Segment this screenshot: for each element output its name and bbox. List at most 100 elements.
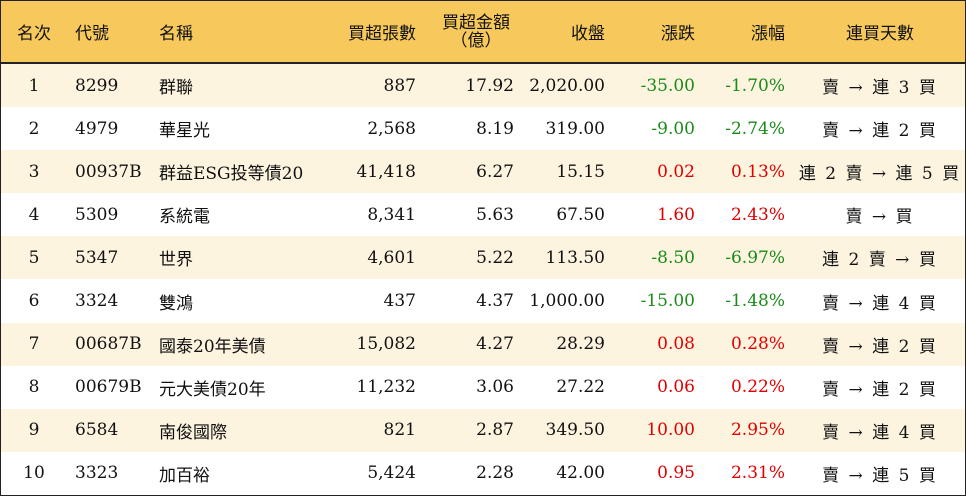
rank-cell: 7 [28,334,40,355]
change-cell: 0.02 [657,161,695,182]
buy-streak-cell: 賣 → 連 2 買 [822,336,938,357]
change-cell: 0.06 [657,377,695,398]
net-buy-volume-cell: 11,232 [356,377,416,398]
code-cell: 4979 [75,118,119,139]
table-row: 1 8299 群聯 887 17.92 2,020.00 -35.00 -1.70% 賣 → 連… [1,64,965,108]
buy-streak-cell: 賣 → 連 2 買 [822,379,938,400]
code-cell: 8299 [75,75,119,96]
rank-cell: 5 [28,247,40,268]
table-row: 5 5347 世界 4,601 5.22 113.50 -8.50 -6.97% 連 2 賣 →… [1,236,965,280]
buy-streak-cell: 賣 → 連 4 買 [822,293,938,314]
net-buy-amount-cell: 4.27 [476,334,514,355]
name-cell: 雙鴻 [159,293,193,314]
name-cell: 國泰20年美債 [159,336,266,357]
change-percent-cell: -6.97% [725,247,785,268]
change-percent-cell: 2.31% [730,463,785,484]
change-cell: 0.08 [657,334,695,355]
header-change: 漲跌 [661,24,695,44]
close-price-cell: 67.50 [556,204,605,225]
name-cell: 系統電 [159,207,210,228]
close-price-cell: 27.22 [556,377,605,398]
net-buy-volume-cell: 437 [383,291,416,312]
rank-cell: 6 [28,291,40,312]
change-percent-cell: 0.13% [730,161,785,182]
rank-cell: 9 [28,420,40,441]
code-cell: 5309 [75,204,119,225]
code-cell: 5347 [75,247,119,268]
header-change-percent: 漲幅 [751,24,785,44]
net-buy-amount-cell: 2.87 [476,420,514,441]
change-cell: 0.95 [657,463,695,484]
buy-streak-cell: 連 2 賣 → 買 [822,250,938,271]
rank-cell: 8 [28,377,40,398]
code-cell: 00937B [75,161,142,182]
buy-streak-cell: 賣 → 連 4 買 [822,422,938,443]
net-buy-volume-cell: 5,424 [367,463,416,484]
header-close: 收盤 [571,24,605,44]
name-cell: 加百裕 [159,465,210,486]
net-buy-amount-cell: 6.27 [476,161,514,182]
change-percent-cell: 2.95% [730,420,785,441]
close-price-cell: 15.15 [556,161,605,182]
change-cell: -15.00 [640,291,695,312]
change-percent-cell: -1.70% [725,75,785,96]
change-cell: 1.60 [657,204,695,225]
header-name: 名稱 [159,24,193,44]
net-buy-amount-cell: 4.37 [476,291,514,312]
close-price-cell: 42.00 [556,463,605,484]
table-row: 4 5309 系統電 8,341 5.63 67.50 1.60 2.43% 賣 → 買 [1,193,965,237]
header-buy-streak: 連買天數 [846,24,914,44]
table-header-row: 名次 代號 名稱 買超張數 買超金額 （億） 收盤 漲跌 漲幅 連買天數 [1,1,965,64]
change-cell: -9.00 [651,118,695,139]
close-price-cell: 2,020.00 [529,75,605,96]
close-price-cell: 349.50 [545,420,605,441]
header-net-buy-amount: 買超金額 （億） [421,1,514,62]
table-row: 10 3323 加百裕 5,424 2.28 42.00 0.95 2.31% 賣 → 連 5 … [1,451,965,495]
net-buy-amount-cell: 8.19 [476,118,514,139]
net-buy-volume-cell: 887 [383,75,416,96]
change-percent-cell: 0.28% [730,334,785,355]
net-buy-volume-cell: 41,418 [356,161,416,182]
rank-cell: 3 [28,161,40,182]
change-percent-cell: 0.22% [730,377,785,398]
net-buy-amount-cell: 5.22 [476,247,514,268]
code-cell: 3323 [75,463,119,484]
net-buy-amount-cell: 3.06 [476,377,514,398]
table-row: 7 00687B 國泰20年美債 15,082 4.27 28.29 0.08 0.28% 賣 … [1,322,965,366]
change-percent-cell: -2.74% [725,118,785,139]
table-row: 9 6584 南俊國際 821 2.87 349.50 10.00 2.95% 賣 → 連 4 … [1,408,965,452]
rank-cell: 1 [28,75,40,96]
close-price-cell: 113.50 [545,247,605,268]
close-price-cell: 1,000.00 [529,291,605,312]
net-buy-amount-cell: 2.28 [476,463,514,484]
change-percent-cell: 2.43% [730,204,785,225]
header-code: 代號 [75,24,109,44]
name-cell: 元大美債20年 [159,379,266,400]
change-cell: -8.50 [651,247,695,268]
net-buy-volume-cell: 821 [383,420,416,441]
net-buy-volume-cell: 15,082 [356,334,416,355]
buy-streak-cell: 賣 → 連 3 買 [822,78,938,99]
rank-cell: 2 [28,118,40,139]
change-percent-cell: -1.48% [725,291,785,312]
buy-streak-cell: 賣 → 連 2 買 [822,121,938,142]
net-buy-amount-cell: 5.63 [476,204,514,225]
header-net-buy-volume: 買超張數 [348,24,416,44]
net-buy-volume-cell: 8,341 [367,204,416,225]
name-cell: 群益ESG投等債20 [159,164,304,185]
buy-streak-cell: 賣 → 連 5 買 [822,465,938,486]
header-net-buy-amount-unit: （億） [450,30,502,51]
rank-cell: 4 [28,204,40,225]
table-row: 8 00679B 元大美債20年 11,232 3.06 27.22 0.06 0.22% 賣 … [1,365,965,409]
rank-cell: 10 [23,463,45,484]
name-cell: 南俊國際 [159,422,227,443]
table-row: 2 4979 華星光 2,568 8.19 319.00 -9.00 -2.74% 賣 → 連 … [1,107,965,151]
net-buy-volume-cell: 4,601 [367,247,416,268]
close-price-cell: 28.29 [556,334,605,355]
code-cell: 00687B [75,334,142,355]
table-row: 3 00937B 群益ESG投等債20 41,418 6.27 15.15 0.02 0.13… [1,150,965,194]
buy-streak-cell: 連 2 賣 → 連 5 買 [798,164,962,185]
table-row: 6 3324 雙鴻 437 4.37 1,000.00 -15.00 -1.48% 賣 → 連 … [1,279,965,323]
code-cell: 3324 [75,291,119,312]
